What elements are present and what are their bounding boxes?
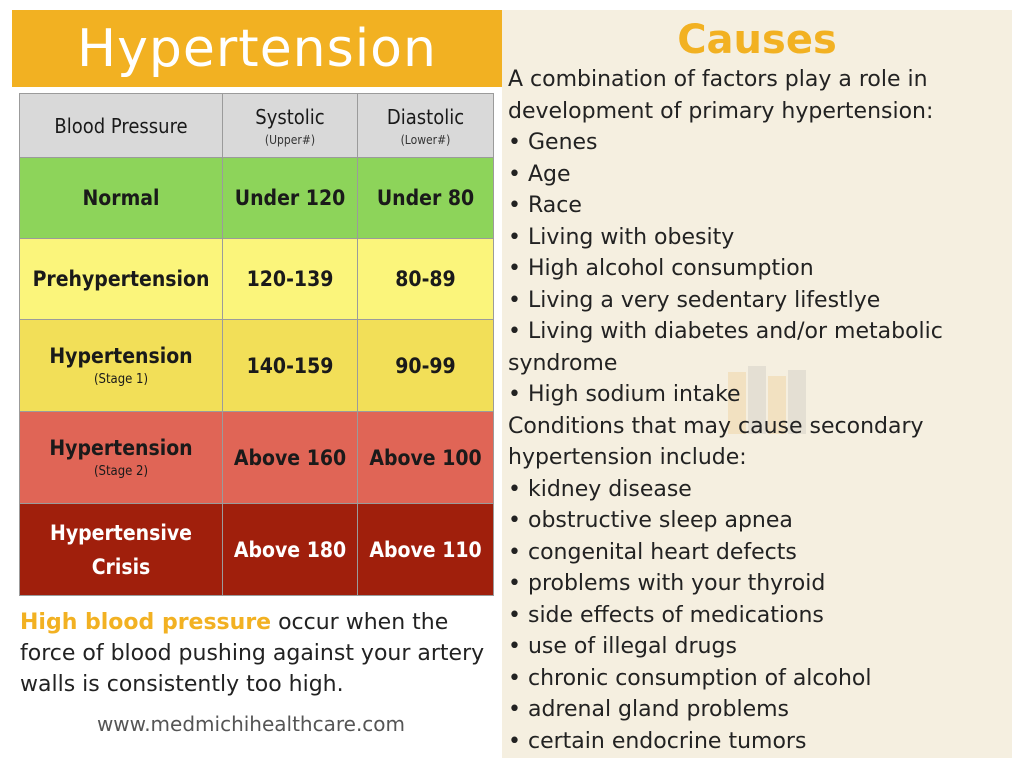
description-text: occur when the force of blood pushing ag… xyxy=(20,610,485,697)
causes-panel: Causes A combination of factors play a r… xyxy=(502,10,1012,758)
row-diastolic: 80-89 xyxy=(357,238,494,320)
list-item: Living a very sedentary lifestlye xyxy=(508,285,1008,317)
table-row: Hypertension (Stage 2) Above 160 Above 10… xyxy=(19,411,494,504)
header-diastolic: Diastolic (Lower#) xyxy=(357,93,494,158)
list-item: adrenal gland problems xyxy=(508,694,1008,726)
list-item: kidney disease xyxy=(508,474,1008,506)
row-label: Hypertension (Stage 2) xyxy=(19,411,223,504)
header-blood-pressure: Blood Pressure xyxy=(19,93,223,158)
list-item: obstructive sleep apnea xyxy=(508,505,1008,537)
row-systolic: 120-139 xyxy=(222,238,358,320)
list-item: Genes xyxy=(508,127,1008,159)
website-url: www.medmichihealthcare.com xyxy=(96,712,406,736)
primary-intro: A combination of factors play a role in … xyxy=(508,67,934,124)
list-item: Living with obesity xyxy=(508,222,1008,254)
list-item: certain endocrine tumors xyxy=(508,726,1008,758)
secondary-causes-list: kidney disease obstructive sleep apnea c… xyxy=(508,474,1008,758)
table-row: Prehypertension 120-139 80-89 xyxy=(19,238,494,320)
causes-title: Causes xyxy=(677,17,837,63)
list-item: Age xyxy=(508,159,1008,191)
header-diastolic-sub: (Lower#) xyxy=(400,132,451,147)
causes-body: A combination of factors play a role in … xyxy=(508,64,1008,757)
row-label: Hypertensive Crisis xyxy=(19,503,223,596)
blood-pressure-table: Blood Pressure Systolic (Upper#) Diastoli… xyxy=(19,93,494,596)
secondary-intro: Conditions that may cause secondary hype… xyxy=(508,413,924,471)
list-item: side effects of medications xyxy=(508,600,1008,632)
row-label: Hypertension (Stage 1) xyxy=(19,319,223,412)
primary-causes-list: Genes Age Race Living with obesity High … xyxy=(508,127,1008,411)
row-systolic: 140-159 xyxy=(222,319,358,412)
list-item: High sodium intake xyxy=(508,379,1008,411)
row-label: Normal xyxy=(19,157,223,239)
row-label-sub: (Stage 1) xyxy=(93,372,149,387)
row-diastolic: Above 100 xyxy=(357,411,494,504)
table-row: Hypertensive Crisis Above 180 Above 110 xyxy=(19,503,494,596)
row-diastolic: 90-99 xyxy=(357,319,494,412)
row-label-sub: (Stage 2) xyxy=(93,464,149,479)
description-highlight: High blood pressure xyxy=(20,610,272,635)
list-item: congenital heart defects xyxy=(508,537,1008,569)
list-item: problems with your thyroid xyxy=(508,568,1008,600)
row-systolic: Under 120 xyxy=(222,157,358,239)
description: High blood pressure occur when the force… xyxy=(20,607,500,700)
header-systolic-sub: (Upper#) xyxy=(264,132,316,147)
page-title: Hypertension xyxy=(12,10,502,87)
header-systolic: Systolic (Upper#) xyxy=(222,93,358,158)
row-systolic: Above 160 xyxy=(222,411,358,504)
left-panel: Hypertension Blood Pressure Systolic (Upp… xyxy=(0,0,502,768)
list-item: High alcohol consumption xyxy=(508,253,1008,285)
list-item: chronic consumption of alcohol xyxy=(508,663,1008,695)
table-row: Normal Under 120 Under 80 xyxy=(19,157,494,239)
row-systolic: Above 180 xyxy=(222,503,358,596)
table-header-row: Blood Pressure Systolic (Upper#) Diastoli… xyxy=(19,93,494,158)
list-item: Race xyxy=(508,190,1008,222)
list-item: Living with diabetes and/or metabolic sy… xyxy=(508,316,1008,379)
row-diastolic: Above 110 xyxy=(357,503,494,596)
row-diastolic: Under 80 xyxy=(357,157,494,239)
row-label: Prehypertension xyxy=(19,238,223,320)
list-item: use of illegal drugs xyxy=(508,631,1008,663)
table-row: Hypertension (Stage 1) 140-159 90-99 xyxy=(19,319,494,412)
